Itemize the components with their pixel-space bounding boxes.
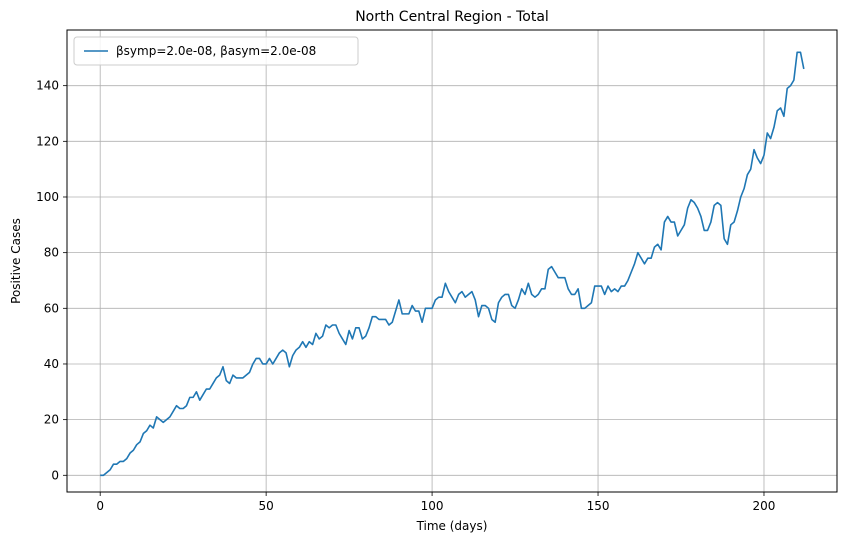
x-tick-label: 0 [96,499,104,513]
chart-title: North Central Region - Total [355,9,549,25]
x-tick-label: 100 [421,499,444,513]
x-tick-label: 200 [753,499,776,513]
x-tick-label: 50 [258,499,273,513]
y-tick-label: 60 [44,301,59,315]
plot-frame [66,29,838,493]
y-tick-label: 0 [51,468,59,482]
y-tick-label: 40 [44,357,59,371]
x-axis-label: Time (days) [416,519,488,533]
y-tick-label: 140 [36,79,59,93]
y-tick-label: 120 [36,134,59,148]
y-tick-label: 80 [44,246,59,260]
legend-label: βsymp=2.0e-08, βasym=2.0e-08 [116,44,316,58]
y-tick-label: 100 [36,190,59,204]
legend-box [73,36,359,66]
y-tick-label: 20 [44,413,59,427]
series-layer [100,51,805,477]
y-axis-label: Positive Cases [9,218,23,304]
grid-lines [67,30,837,492]
x-tick-label: 150 [587,499,610,513]
legend: βsymp=2.0e-08, βasym=2.0e-08 [73,36,359,66]
series-line-0 [100,51,805,477]
axis-ticks: 0 50 100 150 200 0 20 40 60 80 100 120 140 [36,79,775,513]
